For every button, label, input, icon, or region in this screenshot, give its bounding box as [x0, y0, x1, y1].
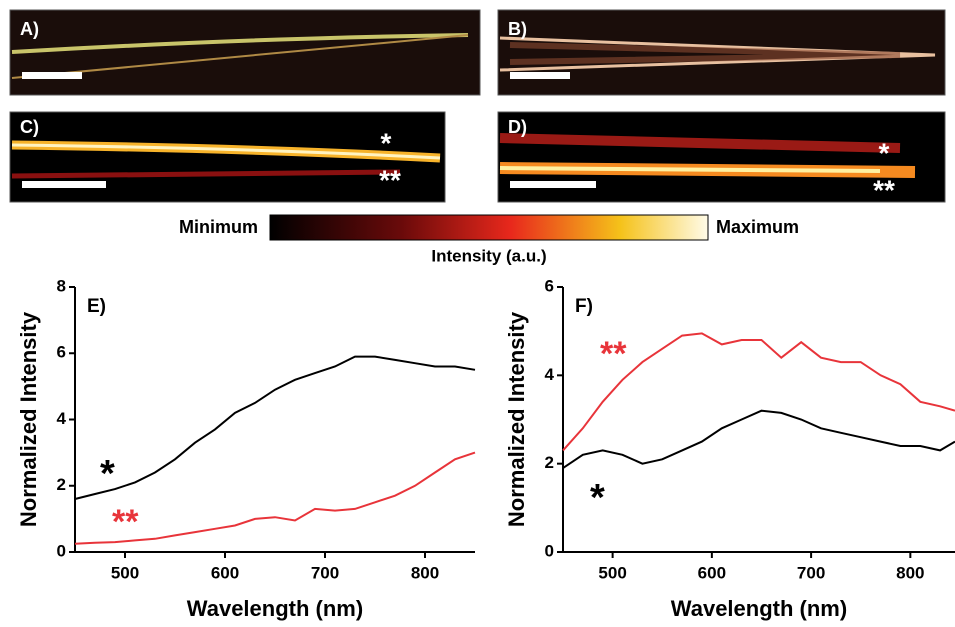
colorbar-max: Maximum — [716, 217, 799, 237]
series-label: ** — [112, 503, 139, 541]
panel-label: F) — [575, 296, 593, 317]
colorbar-min: Minimum — [179, 217, 258, 237]
y-tick-label: 2 — [545, 453, 554, 472]
x-axis-label: Wavelength (nm) — [187, 596, 363, 621]
colorbar: Minimum Maximum Intensity (a.u.) — [179, 214, 799, 265]
x-tick-label: 800 — [896, 563, 924, 582]
data-line — [74, 355, 476, 500]
x-tick-label: 700 — [311, 563, 339, 582]
x-tick-label: 600 — [211, 563, 239, 582]
x-axis-label: Wavelength (nm) — [671, 596, 847, 621]
panel-d: D) * ** — [497, 111, 946, 205]
x-tick-label: 600 — [698, 563, 726, 582]
x-tick-label: 800 — [411, 563, 439, 582]
y-axis-label: Normalized Intensity — [16, 311, 41, 527]
series-label: ** — [600, 335, 627, 373]
mark-label: * — [879, 137, 890, 168]
mark-label: * — [381, 127, 392, 158]
y-axis-label: Normalized Intensity — [504, 311, 529, 527]
y-tick-label: 6 — [545, 276, 554, 295]
panel-label: B) — [508, 19, 527, 39]
y-tick-label: 6 — [57, 343, 66, 362]
data-line — [74, 451, 476, 545]
y-tick-label: 4 — [545, 365, 555, 384]
mark-label: ** — [379, 164, 401, 195]
data-line — [562, 409, 955, 469]
y-tick-label: 8 — [57, 276, 66, 295]
y-tick-label: 2 — [57, 475, 66, 494]
x-tick-label: 500 — [111, 563, 139, 582]
panel-label: C) — [20, 117, 39, 137]
series-label: * — [590, 477, 605, 519]
y-tick-label: 0 — [545, 541, 554, 560]
panel-label: D) — [508, 117, 527, 137]
panel-c: C) * ** — [9, 111, 446, 203]
panel-label: E) — [87, 296, 106, 317]
x-tick-label: 500 — [598, 563, 626, 582]
series-label: * — [100, 453, 115, 495]
panel-label: A) — [20, 19, 39, 39]
x-tick-label: 700 — [797, 563, 825, 582]
panel-b: B) — [497, 9, 946, 96]
mark-label: ** — [873, 174, 895, 205]
data-line — [562, 332, 955, 452]
y-tick-label: 4 — [57, 409, 67, 428]
colorbar-title: Intensity (a.u.) — [431, 246, 546, 265]
y-tick-label: 0 — [57, 541, 66, 560]
panel-a: A) — [9, 9, 481, 96]
